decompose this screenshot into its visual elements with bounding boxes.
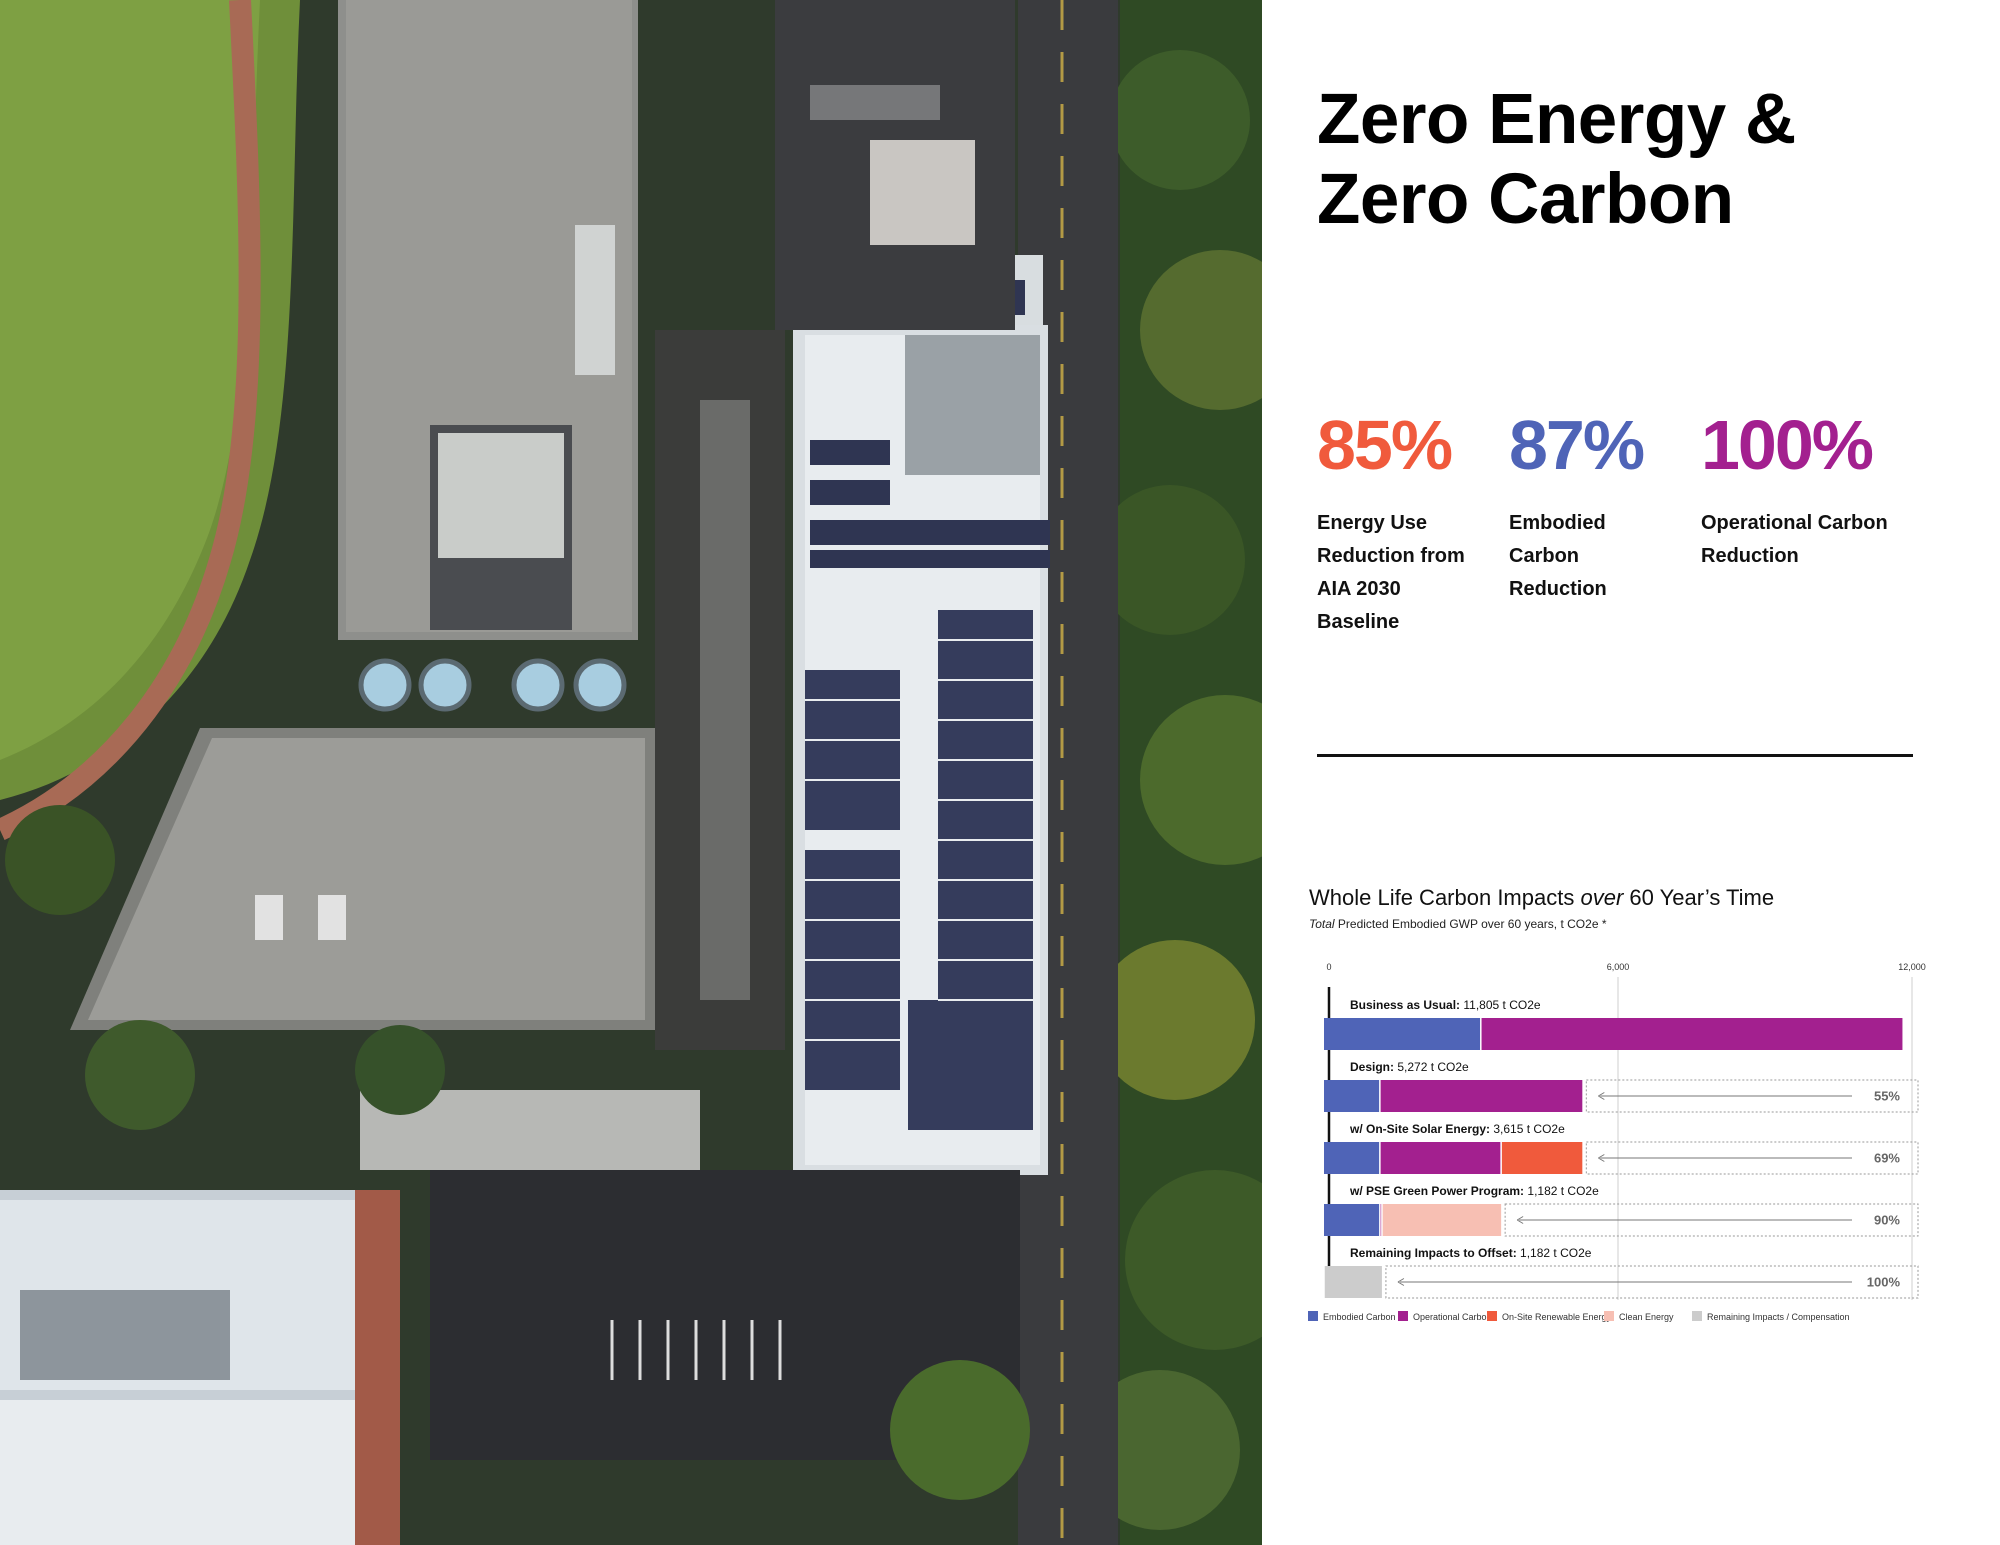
reduction-box (1385, 1265, 1919, 1299)
legend-swatch (1692, 1311, 1702, 1321)
row-label: Design: 5,272 t CO2e (1350, 1060, 1469, 1074)
row-label: w/ PSE Green Power Program: 1,182 t CO2e (1349, 1184, 1599, 1198)
bar-segment-embodied-carbon (1324, 1204, 1380, 1236)
reduction-percent: 69% (1874, 1151, 1900, 1166)
aerial-photo (0, 0, 1262, 1545)
row-label-name: w/ PSE Green Power Program: (1349, 1184, 1527, 1198)
stat-value: 85% (1317, 406, 1453, 484)
chart-title-tail: 60 Year’s Time (1629, 885, 1775, 910)
bar-segment-on-site-renewable-energy (1501, 1142, 1583, 1174)
chart-title-italic: over (1580, 885, 1624, 910)
reduction-box (1585, 1141, 1919, 1175)
stat-label-line: Embodied (1509, 512, 1606, 534)
stat-value: 100% (1701, 406, 1874, 484)
bar-segment-operational-carbon (1379, 1142, 1502, 1174)
legend-label: Embodied Carbon (1323, 1312, 1396, 1322)
bar-segment-clean-energy (1381, 1204, 1502, 1236)
row-label-value: 1,182 t CO2e (1520, 1246, 1592, 1260)
bar-segment-embodied-carbon (1324, 1018, 1481, 1050)
carbon-impact-chart: 0 6,000 12,000 Business as Usual: 11,805 t … (1308, 962, 1926, 1322)
page-title-line-2: Zero Carbon (1317, 160, 1734, 239)
stat-label-line: Reduction from (1317, 545, 1465, 567)
page-title: Zero Energy & Zero Carbon (1317, 80, 1957, 240)
stat-label: Energy Use Reduction from AIA 2030 Basel… (1317, 507, 1517, 639)
reduction-percent: 55% (1874, 1089, 1900, 1104)
chart-subtitle-italic: Total (1309, 917, 1335, 931)
bar-segment-remaining-impacts-compensation (1324, 1266, 1382, 1298)
stat-label-line: Operational Carbon (1701, 512, 1888, 534)
reduction-arrow-head (1598, 1154, 1605, 1162)
stat-value: 87% (1509, 406, 1645, 484)
info-panel: Zero Energy & Zero Carbon 85% Energy Use… (1262, 0, 2000, 1545)
reduction-percent: 90% (1874, 1213, 1900, 1228)
page-title-line-1: Zero Energy & (1317, 80, 1796, 159)
reduction-arrow-head (1397, 1278, 1405, 1286)
row-label-value: 1,182 t CO2e (1527, 1184, 1599, 1198)
stat-operational-carbon: 100% Operational Carbon Reduction (1701, 405, 1961, 573)
stat-label-line: Baseline (1317, 611, 1400, 633)
row-label-value: 3,615 t CO2e (1493, 1122, 1565, 1136)
reduction-box (1585, 1079, 1919, 1113)
row-label-name: Remaining Impacts to Offset: (1350, 1246, 1520, 1260)
bar-segment-operational-carbon (1379, 1204, 1382, 1236)
row-label: w/ On-Site Solar Energy: 3,615 t CO2e (1349, 1122, 1565, 1136)
legend-label: Remaining Impacts / Compensation (1707, 1312, 1850, 1322)
legend-swatch (1604, 1311, 1614, 1321)
legend-swatch (1398, 1311, 1408, 1321)
x-tick-label: 12,000 (1898, 962, 1926, 972)
row-label-name: Business as Usual: (1350, 998, 1463, 1012)
legend-label: On-Site Renewable Energy (1502, 1312, 1612, 1322)
stat-label-line: Reduction (1701, 545, 1799, 567)
chart-title-main: Whole Life Carbon Impacts (1309, 885, 1575, 910)
row-label: Business as Usual: 11,805 t CO2e (1350, 998, 1541, 1012)
row-label: Remaining Impacts to Offset: 1,182 t CO2… (1350, 1246, 1592, 1260)
bar-segment-embodied-carbon (1324, 1142, 1380, 1174)
stat-label-line: Energy Use (1317, 512, 1428, 534)
bar-segment-operational-carbon (1379, 1080, 1583, 1112)
reduction-arrow-head (1516, 1216, 1524, 1224)
aerial-photo-illustration (0, 0, 1262, 1545)
x-tick-label: 6,000 (1607, 962, 1630, 972)
row-label-value: 11,805 t CO2e (1463, 998, 1540, 1012)
x-tick-label: 0 (1326, 962, 1331, 972)
legend-label: Clean Energy (1619, 1312, 1674, 1322)
stat-label-line: Carbon (1509, 545, 1579, 567)
stat-embodied-carbon: 87% Embodied Carbon Reduction (1509, 405, 1709, 606)
legend-swatch (1308, 1311, 1318, 1321)
stat-label: Embodied Carbon Reduction (1509, 507, 1709, 606)
stat-energy-use: 85% Energy Use Reduction from AIA 2030 B… (1317, 405, 1517, 639)
chart-subtitle: Total Predicted Embodied GWP over 60 yea… (1309, 917, 1607, 931)
chart-title: Whole Life Carbon Impacts over 60 Year’s… (1309, 885, 1774, 911)
row-label-name: w/ On-Site Solar Energy: (1349, 1122, 1493, 1136)
reduction-box (1504, 1203, 1919, 1237)
section-divider (1317, 754, 1913, 757)
row-label-value: 5,272 t CO2e (1397, 1060, 1469, 1074)
stat-label: Operational Carbon Reduction (1701, 507, 1961, 573)
legend-label: Operational Carbon (1413, 1312, 1492, 1322)
stat-label-line: AIA 2030 (1317, 578, 1401, 600)
row-label-name: Design: (1350, 1060, 1397, 1074)
chart-subtitle-rest: Predicted Embodied GWP over 60 years, t … (1337, 917, 1607, 931)
reduction-arrow-head (1598, 1092, 1605, 1100)
bar-segment-embodied-carbon (1324, 1080, 1380, 1112)
bar-segment-operational-carbon (1480, 1018, 1903, 1050)
stat-label-line: Reduction (1509, 578, 1607, 600)
legend-swatch (1487, 1311, 1497, 1321)
reduction-percent: 100% (1867, 1275, 1901, 1290)
